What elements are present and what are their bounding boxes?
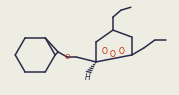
Text: H: H [85,73,91,82]
Text: O: O [110,50,116,59]
Text: O: O [119,48,125,56]
Text: O: O [64,54,70,60]
Text: O: O [102,48,108,56]
